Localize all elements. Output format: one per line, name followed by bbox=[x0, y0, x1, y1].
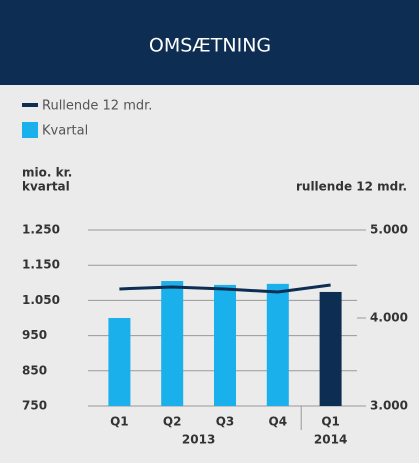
y-tick-label: 950 bbox=[22, 328, 47, 342]
line bbox=[119, 283, 331, 294]
bar bbox=[319, 291, 342, 406]
y2-axis-label: rullende 12 mdr. bbox=[296, 180, 407, 194]
x-tick-label: Q1 bbox=[321, 415, 340, 429]
y-tick-label: 850 bbox=[22, 363, 47, 377]
y-tick-label: 1.250 bbox=[22, 223, 60, 237]
y2-tick-label: 4.000 bbox=[370, 311, 408, 325]
y-axis-label: mio. kr. bbox=[22, 166, 72, 180]
bar bbox=[266, 283, 289, 406]
x-tick-label: Q2 bbox=[163, 415, 182, 429]
legend-label: Rullende 12 mdr. bbox=[42, 99, 152, 114]
bar bbox=[108, 318, 131, 406]
x-tick-label: Q3 bbox=[216, 415, 235, 429]
x-tick-label: Q4 bbox=[269, 415, 288, 429]
y-tick-label: 750 bbox=[22, 399, 47, 413]
y2-tick-label: 3.000 bbox=[370, 399, 408, 413]
legend-label: Kvartal bbox=[42, 124, 88, 139]
y-tick-label: 1.150 bbox=[22, 258, 60, 272]
bar bbox=[161, 281, 184, 406]
x-tick-label: Q1 bbox=[110, 415, 129, 429]
group-label: 2013 bbox=[182, 433, 215, 447]
y-tick-label: 1.050 bbox=[22, 293, 60, 307]
legend-swatch bbox=[22, 122, 38, 138]
bar bbox=[214, 284, 236, 406]
header bbox=[0, 0, 419, 85]
y-axis-label: kvartal bbox=[22, 180, 70, 194]
chart-title: OMSÆTNING bbox=[149, 35, 271, 57]
y2-tick-label: 5.000 bbox=[370, 223, 408, 237]
group-label: 2014 bbox=[314, 433, 347, 447]
